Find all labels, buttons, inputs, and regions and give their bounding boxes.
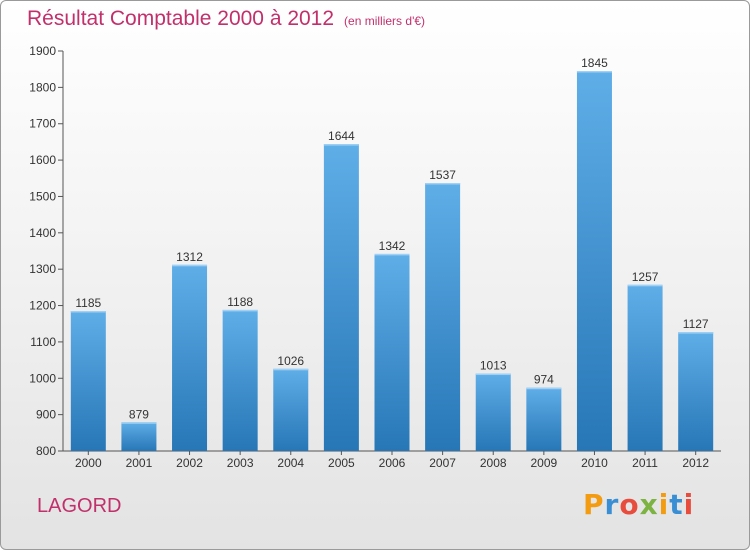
x-tick-label: 2003 xyxy=(227,456,254,470)
bar-highlight xyxy=(576,71,612,73)
x-tick-label: 2000 xyxy=(75,456,102,470)
chart-subtitle: (en milliers d'€) xyxy=(344,14,426,28)
bar-highlight xyxy=(374,253,410,256)
data-label-2011: 1257 xyxy=(632,270,659,284)
x-tick-label: 2005 xyxy=(328,456,355,470)
logo-letter: i xyxy=(683,488,695,521)
y-tick-label: 900 xyxy=(36,408,56,422)
bar-highlight xyxy=(273,368,309,371)
bar-2007 xyxy=(425,183,461,451)
logo-letter: r xyxy=(604,488,620,521)
bar-highlight xyxy=(678,332,714,334)
bar-highlight xyxy=(70,311,106,313)
x-tick-label: 2004 xyxy=(277,456,304,470)
x-tick-label: 2001 xyxy=(126,456,153,470)
bar-highlight xyxy=(627,284,663,287)
y-tick-label: 1700 xyxy=(29,117,56,131)
data-label-2012: 1127 xyxy=(683,317,709,331)
data-label-2004: 1026 xyxy=(277,354,304,368)
x-tick-label: 2012 xyxy=(682,456,709,470)
chart-title-text: Résultat Comptable 2000 à 2012 xyxy=(27,7,335,30)
bar-highlight xyxy=(475,373,511,376)
bar-highlight xyxy=(425,183,461,185)
chart-title: Résultat Comptable 2000 à 2012 (en millie… xyxy=(27,7,425,31)
y-tick-label: 1200 xyxy=(29,299,56,313)
y-axis: 800 900 1000 1100 1200 1300 1400 1500 1600 1700 18… xyxy=(29,44,64,458)
x-axis: 2000 2001 2002 2003 2004 2005 2006 2007 2008 2009… xyxy=(63,450,721,470)
bar-highlight xyxy=(526,387,562,390)
bar-highlight xyxy=(172,264,208,267)
data-label-2005: 1644 xyxy=(328,129,355,143)
y-tick-label: 1500 xyxy=(29,189,56,203)
y-tick-label: 1600 xyxy=(29,153,56,167)
bar-2003 xyxy=(222,309,258,451)
bar-2006 xyxy=(374,253,410,451)
bar-2009 xyxy=(526,387,562,451)
y-tick-label: 1000 xyxy=(29,371,56,385)
bar-2004 xyxy=(273,368,309,451)
logo-letter: x xyxy=(639,488,659,521)
x-tick-label: 2006 xyxy=(379,456,406,470)
data-label-2002: 1312 xyxy=(176,250,203,264)
y-tick-label: 1800 xyxy=(29,80,56,94)
bar-2000 xyxy=(70,311,106,451)
x-tick-label: 2008 xyxy=(480,456,507,470)
commune-name: LAGORD xyxy=(37,495,122,517)
data-label-2006: 1342 xyxy=(379,239,406,253)
data-label-2007: 1537 xyxy=(429,168,456,182)
data-label-2003: 1188 xyxy=(227,295,253,309)
data-label-2009: 974 xyxy=(534,373,554,387)
data-label-2008: 1013 xyxy=(480,359,507,373)
logo-letter: P xyxy=(583,488,605,521)
bar-2002 xyxy=(172,264,208,451)
logo-letter: o xyxy=(619,488,640,521)
data-label-2000: 1185 xyxy=(75,296,101,310)
y-tick-label: 1100 xyxy=(30,335,56,349)
bar-highlight xyxy=(121,422,157,424)
bar-2011 xyxy=(627,284,663,451)
data-label-2010: 1845 xyxy=(581,56,608,70)
y-tick-label: 1400 xyxy=(29,226,56,240)
bar-2008 xyxy=(475,373,511,451)
proxiti-logo: Proxiti xyxy=(583,488,694,521)
logo-letter: t xyxy=(669,488,684,521)
bar-chart: 800 900 1000 1100 1200 1300 1400 1500 1600 1700 18… xyxy=(29,44,721,470)
bar-2010 xyxy=(576,71,612,451)
y-tick-label: 1300 xyxy=(29,262,56,276)
x-tick-label: 2002 xyxy=(176,456,203,470)
x-tick-label: 2010 xyxy=(581,456,608,470)
y-tick-label: 800 xyxy=(36,444,56,458)
bar-2012 xyxy=(678,332,714,451)
x-tick-label: 2007 xyxy=(429,456,456,470)
data-label-2001: 879 xyxy=(129,407,149,421)
bar-highlight xyxy=(323,144,359,146)
x-tick-label: 2009 xyxy=(530,456,557,470)
bars: 1185 879 1312 1188 1026 1644 1342 1537 1013 974 18… xyxy=(70,56,714,451)
bar-highlight xyxy=(222,309,258,312)
y-tick-label: 1900 xyxy=(29,44,56,58)
bar-2005 xyxy=(323,144,359,451)
logo-letter: i xyxy=(658,488,670,521)
x-tick-label: 2011 xyxy=(632,456,658,470)
bar-2001 xyxy=(121,422,157,451)
